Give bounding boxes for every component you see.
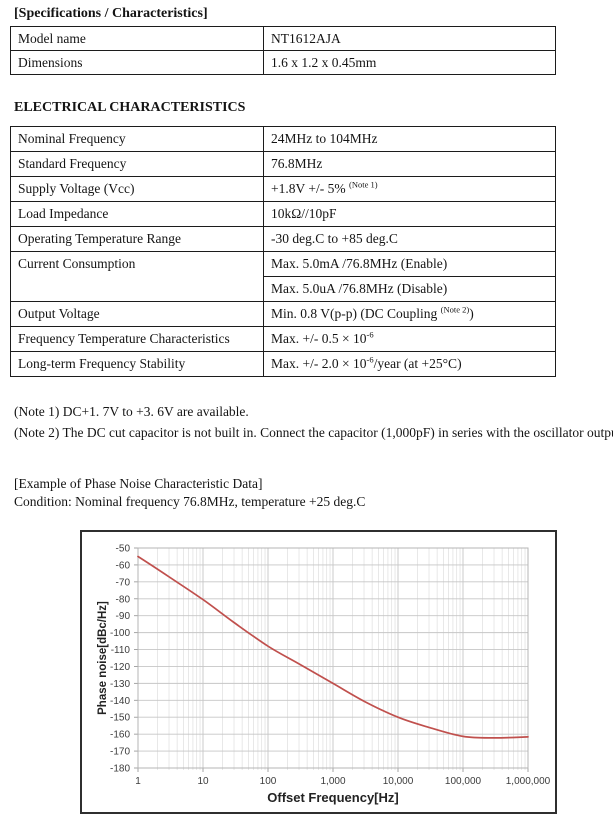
label-cell: Model name	[10, 26, 264, 51]
x-tick-label: 100	[260, 776, 277, 787]
table-row: Model name NT1612AJA	[10, 26, 556, 51]
label-cell: Supply Voltage (Vcc)	[10, 176, 264, 202]
x-tick-label: 1,000	[320, 776, 345, 787]
value-cell: 24MHz to 104MHz	[263, 126, 556, 152]
label-cell: Nominal Frequency	[10, 126, 264, 152]
value-cell: Max. +/- 2.0 × 10-6/year (at +25°C)	[263, 351, 556, 377]
y-tick-label: -110	[111, 645, 131, 656]
label-cell: Standard Frequency	[10, 151, 264, 177]
label-cell: Output Voltage	[10, 301, 264, 327]
table-row: Max. 5.0uA /76.8MHz (Disable)	[11, 276, 556, 302]
phase-noise-curve	[137, 555, 529, 739]
y-tick-label: -180	[110, 764, 130, 775]
y-tick-label: -90	[116, 611, 131, 622]
table-row: Load Impedance 10kΩ//10pF	[10, 201, 556, 227]
label-cell: Operating Temperature Range	[10, 226, 264, 252]
value-cell: +1.8V +/- 5% (Note 1)	[263, 176, 556, 202]
label-cell: Long-term Frequency Stability	[10, 351, 264, 377]
y-tick-label: -170	[110, 747, 130, 758]
value-cell: NT1612AJA	[263, 26, 556, 51]
y-tick-label: -130	[110, 679, 130, 690]
y-axis-title: Phase noise[dBc/Hz]	[97, 601, 109, 715]
y-tick-label: -50	[116, 544, 131, 555]
superscript-note: -6	[366, 354, 374, 365]
phase-noise-chart: -50 -60 -70 -80 -90 -100 -110 -120 -130 -140 -150 -…	[97, 544, 551, 806]
table-row: Dimensions 1.6 x 1.2 x 0.45mm	[10, 50, 556, 75]
y-tick-label: -120	[110, 662, 130, 673]
condition-line: Condition: Nominal frequency 76.8MHz, te…	[14, 494, 366, 509]
note-1: (Note 1) DC+1. 7V to +3. 6V are availabl…	[14, 404, 249, 419]
electrical-section-title: ELECTRICAL CHARACTERISTICS	[14, 100, 246, 115]
superscript-note: (Note 1)	[348, 179, 378, 190]
example-section-title: [Example of Phase Noise Characteristic D…	[14, 476, 263, 491]
phase-noise-chart-box: -50 -60 -70 -80 -90 -100 -110 -120 -130 -140 -150 -…	[80, 530, 557, 814]
label-cell: Current Consumption	[10, 251, 264, 302]
x-tick-label: 10,000	[383, 776, 414, 787]
table-row: Frequency Temperature Characteristics Max…	[10, 326, 556, 352]
y-tick-label: -80	[116, 594, 131, 605]
label-cell: Frequency Temperature Characteristics	[10, 326, 264, 352]
axis-ticks	[134, 547, 529, 772]
table-row: Nominal Frequency 24MHz to 104MHz	[10, 126, 556, 152]
x-tick-label: 1,000,000	[506, 776, 551, 787]
y-tick-label: -150	[110, 713, 130, 724]
x-tick-label: 1	[135, 776, 141, 787]
x-tick-label: 100,000	[445, 776, 482, 787]
value-cell: -30 deg.C to +85 deg.C	[263, 226, 556, 252]
value-cell: Min. 0.8 V(p-p) (DC Coupling (Note 2))	[263, 301, 556, 327]
y-tick-label: -160	[110, 730, 130, 741]
y-tick-label: -70	[116, 577, 131, 588]
table-row: Standard Frequency 76.8MHz	[10, 151, 556, 177]
superscript-note: (Note 2)	[440, 304, 470, 315]
superscript-note: -6	[366, 329, 374, 340]
minor-gridlines	[157, 548, 526, 770]
table-row: Supply Voltage (Vcc) +1.8V +/- 5% (Note 1…	[10, 176, 556, 202]
value-cell: Max. 5.0uA /76.8MHz (Disable)	[263, 276, 556, 302]
value-cell: Max. 5.0mA /76.8MHz (Enable)	[263, 251, 556, 277]
x-axis-title: Offset Frequency[Hz]	[267, 790, 398, 805]
table-row: Current Consumption Max. 5.0mA /76.8MHz (…	[10, 251, 556, 302]
value-cell: 1.6 x 1.2 x 0.45mm	[263, 50, 556, 75]
y-tick-label: -100	[110, 628, 130, 639]
spec-table: Model name NT1612AJA Dimensions 1.6 x 1.2 x…	[10, 26, 556, 75]
table-row: Long-term Frequency Stability Max. +/- 2.…	[10, 351, 556, 377]
y-tick-label: -140	[110, 696, 130, 707]
spec-section-title: [Specifications / Characteristics]	[14, 6, 208, 21]
value-cell: Max. +/- 0.5 × 10-6	[263, 326, 556, 352]
table-row: Operating Temperature Range -30 deg.C to …	[10, 226, 556, 252]
y-tick-label: -60	[116, 560, 131, 571]
value-cell: 76.8MHz	[263, 151, 556, 177]
table-row: Output Voltage Min. 0.8 V(p-p) (DC Coupli…	[10, 301, 556, 327]
value-cell: 10kΩ//10pF	[263, 201, 556, 227]
electrical-table: Nominal Frequency 24MHz to 104MHz Standard…	[10, 126, 556, 377]
label-cell: Dimensions	[10, 50, 264, 75]
plot-frame	[137, 547, 529, 769]
note-2: (Note 2) The DC cut capacitor is not bui…	[14, 425, 613, 440]
label-cell: Load Impedance	[10, 201, 264, 227]
x-tick-label: 10	[197, 776, 209, 787]
